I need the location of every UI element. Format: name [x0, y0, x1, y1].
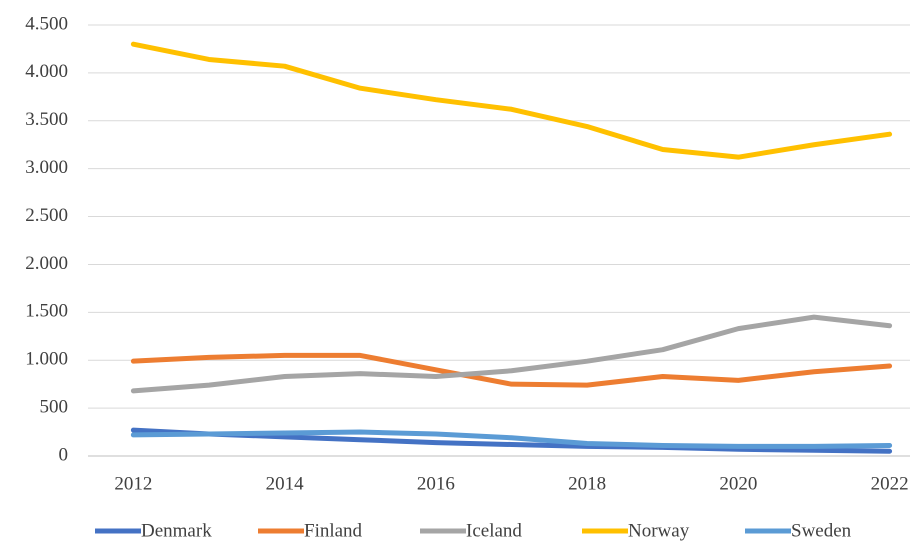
x-tick-label: 2016 — [417, 473, 455, 494]
legend-label: Iceland — [466, 520, 522, 541]
series-line — [130, 429, 893, 449]
x-tick-label: 2014 — [266, 473, 305, 494]
series-line — [130, 352, 893, 388]
series-line — [130, 314, 893, 394]
y-tick-label: 500 — [40, 396, 69, 417]
y-tick-label: 2.000 — [25, 253, 68, 274]
legend-label: Finland — [304, 520, 363, 541]
x-tick-label: 2012 — [114, 473, 152, 494]
x-tick-label: 2022 — [871, 473, 909, 494]
y-tick-label: 1.500 — [25, 301, 68, 322]
y-tick-label: 2.500 — [25, 205, 68, 226]
legend-label: Denmark — [141, 520, 212, 541]
y-tick-label: 0 — [59, 444, 69, 465]
series-line — [130, 427, 893, 454]
y-tick-label: 4.000 — [25, 61, 68, 82]
legend-label: Sweden — [791, 520, 852, 541]
x-tick-label: 2018 — [568, 473, 606, 494]
y-tick-label: 3.000 — [25, 157, 68, 178]
legend-label: Norway — [628, 520, 690, 541]
y-tick-label: 1.000 — [25, 349, 68, 370]
series-line — [130, 41, 893, 160]
y-tick-label: 3.500 — [25, 109, 68, 130]
x-tick-label: 2020 — [719, 473, 757, 494]
y-tick-label: 4.500 — [25, 13, 68, 34]
